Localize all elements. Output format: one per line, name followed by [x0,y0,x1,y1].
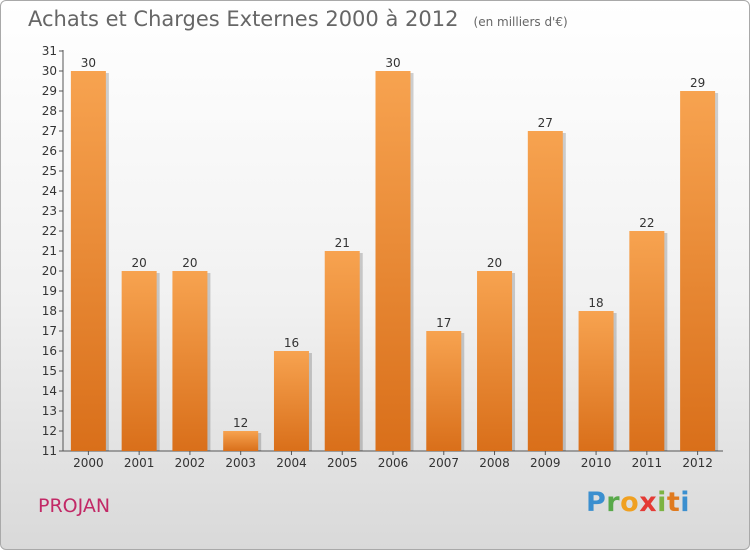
bar-value-label: 22 [639,216,654,230]
y-tick-label: 20 [42,264,57,278]
x-tick-label: 2002 [175,456,206,470]
x-tick-label: 2009 [530,456,561,470]
bar-value-label: 20 [487,256,502,270]
chart-title-block: Achats et Charges Externes 2000 à 2012 (… [28,7,568,31]
bar [680,91,716,451]
y-tick-label: 13 [42,404,57,418]
y-tick-label: 23 [42,204,57,218]
bar-value-label: 21 [335,236,350,250]
bar-value-label: 30 [81,56,96,70]
x-tick-label: 2006 [378,456,409,470]
bar-value-label: 30 [385,56,400,70]
x-tick-label: 2012 [682,456,713,470]
y-tick-label: 26 [42,144,57,158]
bar-value-label: 12 [233,416,248,430]
bar [375,71,411,451]
y-tick-label: 14 [42,384,57,398]
bar-value-label: 18 [588,296,603,310]
chart-title: Achats et Charges Externes 2000 à 2012 [28,7,459,31]
y-tick-label: 16 [42,344,57,358]
y-tick-label: 12 [42,424,57,438]
y-tick-label: 19 [42,284,57,298]
x-tick-label: 2001 [124,456,155,470]
bar-value-label: 27 [538,116,553,130]
x-tick-label: 2000 [73,456,104,470]
y-tick-label: 28 [42,104,57,118]
y-tick-label: 31 [42,44,57,58]
y-tick-label: 30 [42,64,57,78]
bar [172,271,208,451]
bar-value-label: 16 [284,336,299,350]
x-tick-label: 2011 [632,456,663,470]
y-tick-label: 24 [42,184,57,198]
x-tick-label: 2010 [581,456,612,470]
y-tick-label: 15 [42,364,57,378]
y-tick-label: 18 [42,304,57,318]
x-tick-label: 2005 [327,456,358,470]
y-tick-label: 21 [42,244,57,258]
bar-value-label: 17 [436,316,451,330]
y-tick-label: 17 [42,324,57,338]
proxiti-logo: Proxiti [586,487,691,518]
bar [477,271,513,451]
bar-value-label: 20 [182,256,197,270]
x-tick-label: 2003 [225,456,256,470]
y-tick-label: 25 [42,164,57,178]
bar-value-label: 29 [690,76,705,90]
bar [121,271,157,451]
y-tick-label: 27 [42,124,57,138]
x-tick-label: 2007 [428,456,459,470]
y-tick-label: 11 [42,444,57,458]
bar [426,331,462,451]
commune-name: PROJAN [38,495,111,517]
bar [629,231,665,451]
bar [223,431,259,451]
bar [527,131,563,451]
x-tick-label: 2008 [479,456,510,470]
bar [578,311,614,451]
y-tick-label: 22 [42,224,57,238]
bar [273,351,309,451]
y-tick-label: 29 [42,84,57,98]
x-tick-label: 2004 [276,456,307,470]
bar [324,251,360,451]
chart-subtitle: (en milliers d'€) [473,15,568,29]
bar-value-label: 20 [132,256,147,270]
bar [70,71,106,451]
